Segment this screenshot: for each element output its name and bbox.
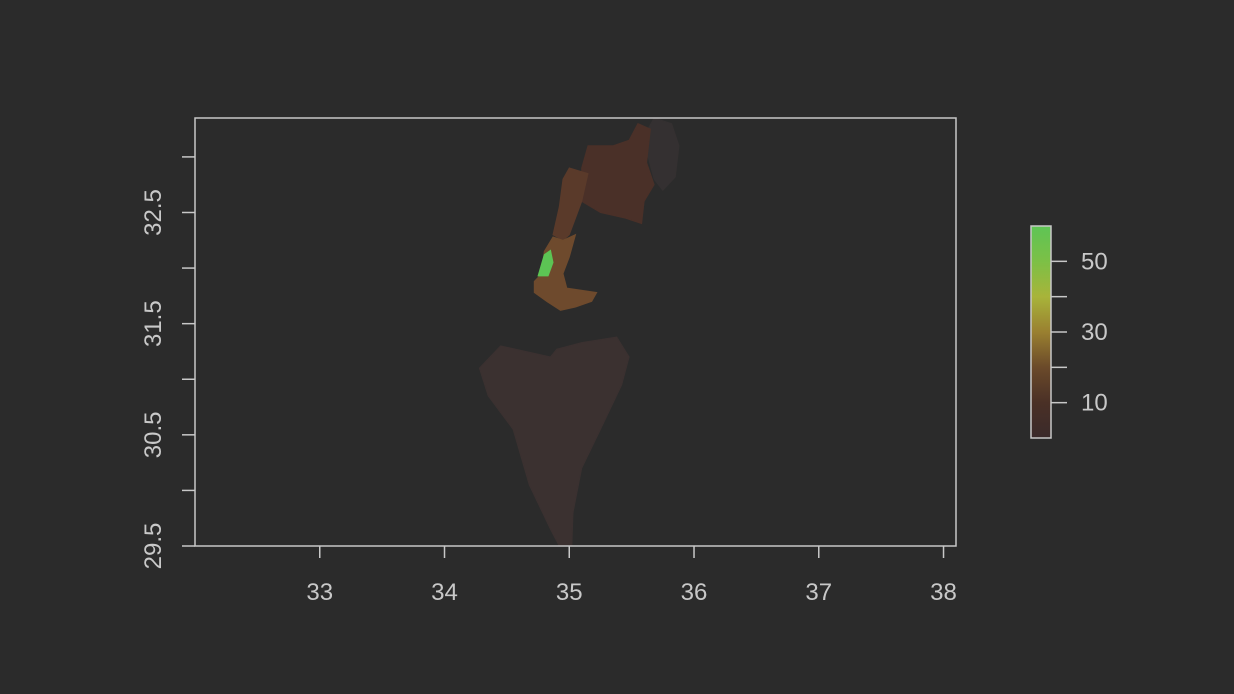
x-tick-label: 38 xyxy=(930,579,957,606)
x-tick-label: 34 xyxy=(431,579,458,606)
map-regions xyxy=(478,117,680,547)
y-tick-label: 30.5 xyxy=(140,411,167,458)
y-tick-label: 32.5 xyxy=(140,189,167,236)
x-tick-label: 35 xyxy=(556,579,583,606)
colorbar-gradient xyxy=(1030,225,1052,439)
map-region-1 xyxy=(478,336,630,547)
map-region-6 xyxy=(537,249,554,277)
y-tick-label: 29.5 xyxy=(140,523,167,570)
x-axis: 33 34 35 36 37 38 xyxy=(306,546,957,606)
y-tick-label: 31.5 xyxy=(140,300,167,347)
x-tick-label: 36 xyxy=(681,579,708,606)
map-region-4 xyxy=(552,167,589,241)
x-tick-label: 37 xyxy=(805,579,832,606)
y-axis: 29.5 30.5 31.5 32.5 xyxy=(140,156,195,570)
color-legend: 10 30 50 xyxy=(1030,225,1108,439)
colorbar-tick-label: 30 xyxy=(1081,319,1108,346)
colorbar-ticks: 10 30 50 xyxy=(1051,248,1108,417)
plot-frame xyxy=(194,117,957,547)
x-tick-label: 33 xyxy=(306,579,333,606)
map-region-3 xyxy=(581,122,655,225)
colorbar-tick-label: 50 xyxy=(1081,248,1108,275)
colorbar-tick-label: 10 xyxy=(1081,390,1108,417)
